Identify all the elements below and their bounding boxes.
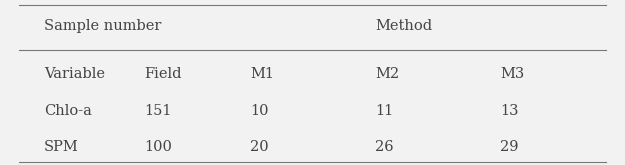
Text: SPM: SPM — [44, 140, 79, 154]
Text: 10: 10 — [250, 104, 269, 117]
Text: 100: 100 — [144, 140, 172, 154]
Text: Sample number: Sample number — [44, 19, 161, 33]
Text: Chlo-a: Chlo-a — [44, 104, 92, 117]
Text: Field: Field — [144, 67, 181, 81]
Text: M3: M3 — [500, 67, 524, 81]
Text: 151: 151 — [144, 104, 171, 117]
Text: M1: M1 — [250, 67, 274, 81]
Text: 13: 13 — [500, 104, 519, 117]
Text: Method: Method — [375, 19, 432, 33]
Text: 11: 11 — [375, 104, 393, 117]
Text: 20: 20 — [250, 140, 269, 154]
Text: 29: 29 — [500, 140, 519, 154]
Text: M2: M2 — [375, 67, 399, 81]
Text: 26: 26 — [375, 140, 394, 154]
Text: Variable: Variable — [44, 67, 105, 81]
